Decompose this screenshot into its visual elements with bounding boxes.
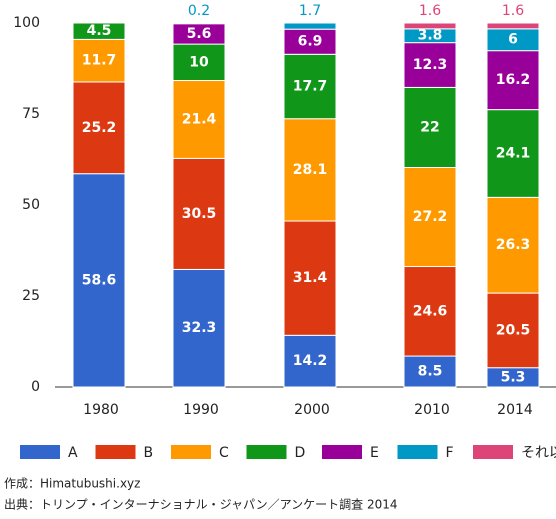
data-label: 30.5 bbox=[182, 206, 217, 222]
bar-segment bbox=[486, 292, 540, 369]
legend-label: F bbox=[446, 445, 454, 461]
legend-swatch bbox=[171, 445, 211, 459]
data-label: 4.5 bbox=[87, 23, 112, 39]
legend-label: それ以上 bbox=[521, 445, 556, 461]
bar-segment bbox=[283, 53, 337, 120]
bar-segment bbox=[486, 50, 540, 111]
y-tick-label: 0 bbox=[31, 379, 40, 395]
x-tick-label: 2000 bbox=[294, 402, 330, 418]
y-tick-label: 75 bbox=[22, 106, 40, 122]
y-tick-label: 100 bbox=[13, 15, 40, 31]
bar-segment bbox=[403, 42, 457, 88]
data-label: 8.5 bbox=[418, 364, 443, 380]
bar-segment bbox=[172, 22, 226, 25]
data-label: 16.2 bbox=[496, 72, 531, 88]
data-label: 11.7 bbox=[82, 53, 117, 69]
x-tick-label: 1980 bbox=[83, 402, 119, 418]
legend-label: E bbox=[370, 445, 379, 461]
data-label: 17.7 bbox=[293, 79, 328, 95]
bar-segment bbox=[486, 22, 540, 30]
bar-segment bbox=[172, 43, 226, 82]
bar-segment bbox=[486, 109, 540, 198]
x-tick-label: 2014 bbox=[497, 402, 533, 418]
bar-segment bbox=[403, 86, 457, 169]
bar-segment bbox=[283, 118, 337, 222]
y-tick-label: 50 bbox=[22, 197, 40, 213]
bar-segment bbox=[283, 334, 337, 388]
data-label: 5.6 bbox=[187, 26, 212, 42]
data-label: 1.6 bbox=[419, 3, 441, 19]
data-label: 6 bbox=[508, 32, 518, 48]
legend-label: B bbox=[144, 445, 154, 461]
data-label: 0.2 bbox=[188, 3, 210, 19]
bar-segment bbox=[72, 81, 126, 175]
bar-segment bbox=[403, 167, 457, 268]
data-label: 58.6 bbox=[82, 272, 117, 288]
data-label: 21.4 bbox=[182, 111, 217, 127]
data-label: 25.2 bbox=[82, 120, 117, 136]
bar-segment bbox=[283, 220, 337, 336]
legend-label: D bbox=[295, 445, 306, 461]
data-label: 22 bbox=[420, 119, 439, 135]
data-label: 26.3 bbox=[496, 237, 531, 253]
data-label: 12.3 bbox=[413, 57, 448, 73]
legend-swatch bbox=[397, 445, 438, 459]
data-label: 24.1 bbox=[496, 145, 531, 161]
data-label: 10 bbox=[189, 54, 209, 70]
legend-swatch bbox=[20, 445, 60, 459]
data-label: 27.2 bbox=[413, 209, 448, 225]
data-label: 14.2 bbox=[293, 353, 328, 369]
legend-label: C bbox=[219, 445, 229, 461]
bar-segment bbox=[403, 22, 457, 30]
footnote: 作成：Himatubushi.xyz bbox=[4, 477, 140, 491]
data-label: 3.8 bbox=[418, 28, 443, 44]
y-tick-label: 25 bbox=[22, 288, 40, 304]
data-label: 5.3 bbox=[501, 369, 526, 385]
x-tick-label: 2010 bbox=[414, 402, 450, 418]
bar-segment bbox=[172, 157, 226, 270]
legend-label: A bbox=[68, 445, 78, 461]
footnote: 出典：トリンプ・インターナショナル・ジャパン／アンケート調査 2014 bbox=[4, 498, 398, 512]
legend-swatch bbox=[322, 445, 362, 459]
bar-segment bbox=[403, 355, 457, 388]
legend-swatch bbox=[246, 445, 287, 459]
x-tick-label: 1990 bbox=[183, 402, 219, 418]
legend-swatch bbox=[473, 445, 513, 459]
data-label: 1.7 bbox=[299, 3, 321, 19]
legend-swatch bbox=[95, 445, 136, 459]
data-label: 32.3 bbox=[182, 320, 217, 336]
data-label: 1.6 bbox=[502, 3, 524, 19]
data-label: 31.4 bbox=[293, 270, 328, 286]
bar-segment bbox=[403, 266, 457, 357]
bar-segment bbox=[283, 28, 337, 55]
bar-segment bbox=[172, 268, 226, 388]
bar-segment bbox=[72, 173, 126, 388]
bar-segment bbox=[172, 80, 226, 159]
bar-segment bbox=[72, 22, 126, 40]
data-label: 28.1 bbox=[293, 162, 328, 178]
bar-segment bbox=[283, 22, 337, 30]
bar-segment bbox=[486, 196, 540, 294]
data-label: 24.6 bbox=[413, 303, 448, 319]
data-label: 20.5 bbox=[496, 322, 531, 338]
data-label: 6.9 bbox=[298, 34, 323, 50]
